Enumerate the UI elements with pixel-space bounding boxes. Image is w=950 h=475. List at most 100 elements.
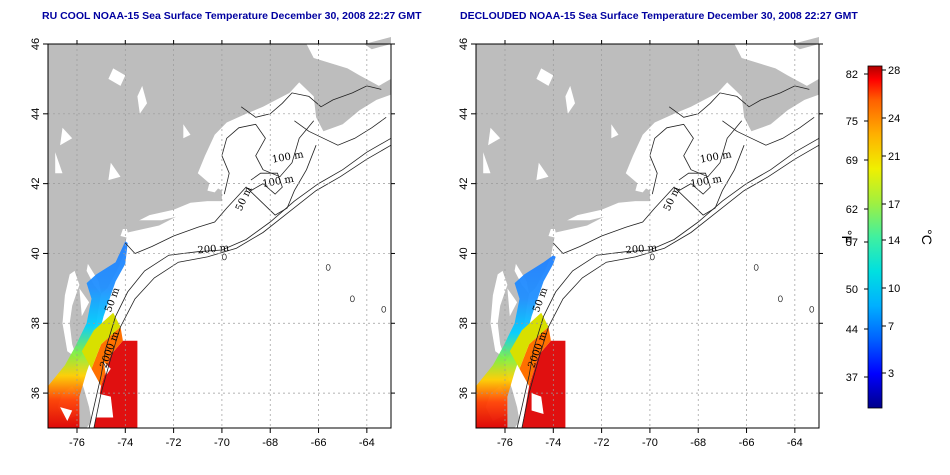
right-bay-4 — [635, 181, 649, 193]
left-contour-6 — [294, 116, 387, 146]
right-lon-tick: -68 — [690, 437, 706, 449]
right-seamount-0 — [649, 253, 655, 261]
right-long-island — [554, 216, 604, 233]
right-grid — [476, 43, 819, 428]
right-lat-tick: 36 — [458, 387, 470, 399]
left-lon-tick: -76 — [69, 437, 85, 449]
left-bay-4 — [207, 181, 221, 193]
left-mid-band — [81, 312, 121, 369]
right-lon-tick: -64 — [787, 437, 803, 449]
colorbar-c-tick: 3 — [888, 368, 894, 380]
left-contour-5 — [240, 85, 382, 118]
right-lat-tick: 42 — [458, 178, 470, 190]
colorbar-f-tick: 44 — [846, 324, 858, 336]
left-contour-label: 200 m — [197, 243, 230, 257]
colorbar-c-tick: 10 — [888, 283, 900, 295]
left-land — [48, 44, 391, 428]
right-lake-4 — [536, 162, 549, 181]
left-lat-tick: 42 — [30, 178, 42, 190]
right-land — [476, 44, 819, 428]
colorbar-f-tick: 50 — [846, 284, 858, 296]
left-lon-tick: -68 — [262, 437, 278, 449]
colorbar-c-tick: 28 — [888, 65, 900, 77]
right-contour-label: 100 m — [699, 149, 733, 165]
colorbar-c-tick: 21 — [888, 151, 900, 163]
right-seamount-2 — [778, 295, 783, 303]
colorbar-f-tick: 69 — [846, 155, 858, 167]
colorbar-f-tick: 62 — [846, 204, 858, 216]
left-lake-2 — [60, 127, 73, 146]
right-lat-tick: 46 — [458, 38, 470, 50]
right-contour-1 — [521, 144, 820, 429]
right-lake-2 — [488, 127, 501, 146]
right-lake-1 — [565, 85, 575, 114]
left-lon-tick: -74 — [117, 437, 133, 449]
left-seamount-2 — [350, 295, 355, 303]
left-sst-swath — [48, 241, 128, 428]
right-cloud-1 — [507, 288, 518, 317]
right-contour-6 — [722, 116, 815, 146]
right-lake-3 — [483, 152, 491, 174]
right-lake-5 — [611, 124, 619, 139]
right-frame — [475, 43, 820, 429]
right-contour-label: 200 m — [625, 243, 658, 257]
colorbar-celsius-label: °C — [919, 229, 935, 245]
left-contour-0 — [88, 137, 392, 429]
right-lon-tick: -76 — [497, 437, 513, 449]
left-lat-tick: 38 — [30, 317, 42, 329]
left-bay-3 — [120, 229, 129, 238]
right-mid-band — [509, 312, 549, 369]
left-lon-tick: -72 — [166, 437, 182, 449]
right-bay-5 — [782, 61, 800, 72]
left-cloud-2 — [60, 407, 73, 421]
colorbar-f-tick: 37 — [846, 372, 858, 384]
left-bay-0 — [62, 270, 80, 359]
right-lon-tick: -72 — [594, 437, 610, 449]
right-contour-2 — [553, 145, 745, 254]
left-lat-tick: 46 — [30, 38, 42, 50]
left-contour-label: 100 m — [271, 149, 305, 165]
colorbar-c-tick: 14 — [888, 235, 900, 247]
right-lat-tick: 40 — [458, 247, 470, 259]
left-lat-tick: 44 — [30, 108, 42, 120]
right-island — [792, 37, 819, 50]
left-lat-tick: 36 — [30, 387, 42, 399]
right-bay-3 — [548, 229, 557, 238]
right-bay-0 — [490, 270, 508, 359]
right-contour-0 — [516, 137, 820, 429]
colorbar-f-tick: 75 — [846, 116, 858, 128]
colorbar-c-tick: 17 — [888, 199, 900, 211]
left-bay-5 — [354, 61, 372, 72]
left-lon-tick: -66 — [311, 437, 327, 449]
right-cloud-0 — [531, 393, 544, 414]
left-cloud-3 — [103, 361, 111, 376]
left-lake-4 — [108, 162, 121, 181]
left-lon-tick: -64 — [359, 437, 375, 449]
right-lat-tick: 44 — [458, 108, 470, 120]
left-contour-1 — [93, 144, 392, 429]
left-contour-2 — [125, 145, 317, 254]
right-lat-tick: 38 — [458, 317, 470, 329]
left-seamount-3 — [381, 305, 387, 313]
left-lake-0 — [108, 68, 126, 86]
left-lon-tick: -70 — [214, 437, 230, 449]
colorbar-gradient — [867, 65, 883, 409]
left-seamount-0 — [221, 253, 227, 261]
right-seamount-3 — [809, 305, 815, 313]
colorbar-c-tick: 7 — [888, 321, 894, 333]
right-lon-tick: -70 — [642, 437, 658, 449]
right-map-title: DECLOUDED NOAA-15 Sea Surface Temperatur… — [460, 10, 858, 22]
colorbar-c-tick: 24 — [888, 113, 900, 125]
left-island — [364, 37, 391, 50]
colorbar-f-tick: 57 — [846, 237, 858, 249]
left-lake-3 — [55, 152, 63, 174]
right-seamount-1 — [753, 264, 759, 271]
left-long-island — [126, 216, 176, 233]
colorbar-fahrenheit-label: °F — [839, 230, 855, 244]
left-cloud-0 — [93, 393, 114, 418]
left-frame — [47, 43, 392, 429]
colorbar-f-tick: 82 — [846, 69, 858, 81]
